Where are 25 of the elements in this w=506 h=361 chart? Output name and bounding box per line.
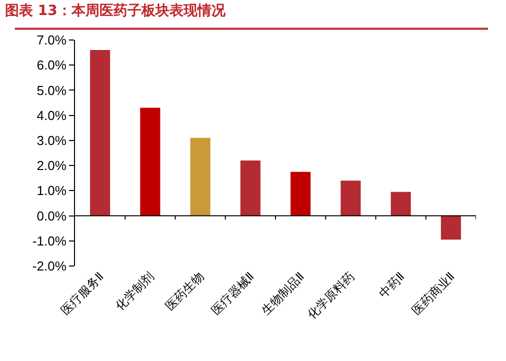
y-tick-label: 4.0% (36, 108, 67, 123)
bar (240, 160, 260, 216)
bar (190, 138, 210, 216)
y-tick-label: 1.0% (36, 183, 67, 198)
bar (390, 192, 411, 216)
bar (340, 180, 361, 216)
x-tick-label: 医疗器械Ⅱ (208, 269, 257, 318)
x-tick-label: 生物制品Ⅱ (258, 269, 307, 318)
y-tick-label: 3.0% (36, 132, 67, 148)
x-tick-label: 医药生物 (162, 269, 207, 314)
y-tick-label: 5.0% (36, 82, 67, 98)
chart-title: 图表 13：本周医药子板块表现情况 (5, 3, 226, 20)
bar (90, 50, 110, 216)
x-tick-label: 化学制剂 (112, 269, 157, 314)
x-tick-label: 化学原料药 (304, 269, 358, 322)
y-tick-label: -1.0% (32, 233, 67, 248)
y-tick-label: 7.0% (36, 32, 67, 48)
bar (440, 216, 461, 240)
x-tick-label: 中药Ⅱ (376, 269, 408, 301)
bar (140, 108, 160, 216)
y-tick-label: 2.0% (36, 158, 67, 174)
y-tick-label: 0.0% (36, 208, 67, 224)
y-tick-label: 6.0% (36, 58, 67, 73)
bar (290, 172, 311, 216)
x-tick-label: 医药商业Ⅱ (409, 269, 458, 318)
